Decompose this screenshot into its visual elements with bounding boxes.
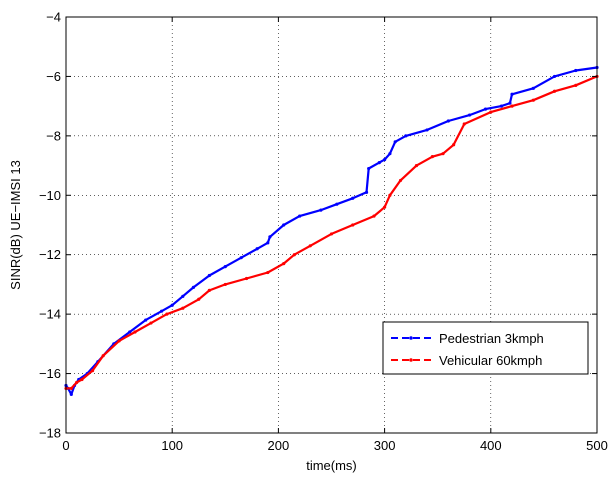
data-point	[239, 256, 243, 260]
data-point	[552, 74, 557, 79]
data-point	[197, 297, 201, 301]
data-point	[223, 282, 227, 287]
data-point	[531, 86, 535, 90]
x-tick-label: 200	[268, 438, 290, 453]
data-point	[282, 262, 286, 266]
data-point	[552, 89, 557, 93]
data-point	[268, 235, 272, 239]
data-point	[531, 98, 535, 102]
data-point	[80, 377, 84, 382]
data-point	[207, 288, 211, 292]
y-tick-label: −18	[39, 426, 61, 441]
legend-entry-pedestrian: Pedestrian 3kmph	[391, 331, 544, 346]
data-point	[388, 152, 392, 156]
data-point	[223, 265, 227, 269]
data-point	[508, 101, 512, 105]
data-point	[398, 178, 403, 183]
data-point	[90, 369, 95, 373]
data-point	[144, 318, 148, 322]
y-axis-label: SINR(dB) UE−IMSI 13	[8, 160, 23, 290]
data-point	[266, 270, 270, 275]
data-point	[292, 253, 296, 257]
data-point	[393, 140, 397, 144]
data-point	[499, 104, 504, 108]
y-tick-label: −8	[46, 128, 61, 143]
x-tick-label: 100	[161, 438, 183, 453]
data-point	[367, 166, 371, 171]
data-point	[266, 241, 270, 245]
data-point	[425, 128, 429, 132]
data-point	[298, 214, 302, 218]
x-tick-label: 300	[374, 438, 396, 453]
data-point	[446, 119, 450, 123]
data-point	[364, 190, 369, 194]
legend: Pedestrian 3kmph Vehicular 60kmph	[382, 321, 589, 375]
legend-box	[382, 321, 589, 375]
x-tick-label: 0	[62, 438, 69, 453]
data-point	[282, 223, 286, 227]
data-point	[489, 110, 493, 114]
data-point	[510, 104, 514, 108]
data-point	[388, 193, 392, 197]
data-point	[308, 244, 312, 248]
data-point	[149, 321, 153, 325]
data-point	[574, 83, 578, 87]
data-point	[383, 158, 387, 162]
data-point	[351, 223, 355, 227]
data-point	[372, 214, 376, 218]
legend-marker	[409, 358, 413, 362]
data-point	[404, 134, 408, 138]
y-tick-label: −12	[39, 247, 61, 262]
data-point	[574, 68, 578, 73]
data-point	[69, 386, 73, 391]
y-tick-label: −10	[39, 188, 61, 203]
legend-entry-vehicular: Vehicular 60kmph	[391, 353, 542, 368]
data-point	[170, 303, 174, 307]
data-point	[510, 92, 514, 96]
data-point	[207, 273, 211, 278]
data-point	[319, 208, 323, 212]
x-tick-label: 500	[586, 438, 608, 453]
data-point	[117, 339, 121, 343]
data-point	[159, 309, 164, 313]
data-point	[329, 232, 334, 236]
data-point	[75, 380, 79, 385]
x-tick-label: 400	[480, 438, 502, 453]
data-point	[383, 205, 387, 209]
series-vehicular	[64, 74, 599, 391]
data-point	[181, 306, 185, 310]
x-axis-label: time(ms)	[306, 458, 357, 473]
data-point	[101, 354, 105, 358]
legend-label-pedestrian: Pedestrian 3kmph	[439, 331, 544, 346]
data-point	[133, 330, 137, 334]
y-tick-label: −14	[39, 307, 61, 322]
data-point	[165, 312, 169, 316]
series-line	[66, 75, 598, 390]
data-point	[467, 113, 472, 117]
data-point	[191, 285, 196, 289]
y-tick-label: −4	[46, 10, 61, 25]
data-point	[69, 392, 73, 396]
data-point	[441, 152, 445, 156]
legend-marker	[409, 336, 413, 340]
ticks: 0 100 200 300 400 500 −18 −16 −14 −12 −10 −8 −6 −4	[39, 10, 608, 454]
y-tick-label: −16	[39, 366, 61, 381]
plot-frame	[65, 16, 598, 434]
data-point	[462, 122, 466, 126]
y-tick-label: −6	[46, 69, 61, 84]
data-point	[255, 247, 259, 251]
data-point	[335, 202, 339, 206]
series-layer	[64, 65, 599, 396]
data-point	[483, 107, 488, 111]
data-point	[181, 294, 185, 298]
data-point	[128, 330, 132, 334]
data-point	[351, 196, 355, 200]
data-point	[244, 276, 249, 281]
data-point	[414, 163, 419, 168]
data-point	[430, 155, 434, 159]
data-point	[452, 143, 456, 147]
data-point	[377, 161, 381, 165]
legend-label-vehicular: Vehicular 60kmph	[439, 353, 542, 368]
